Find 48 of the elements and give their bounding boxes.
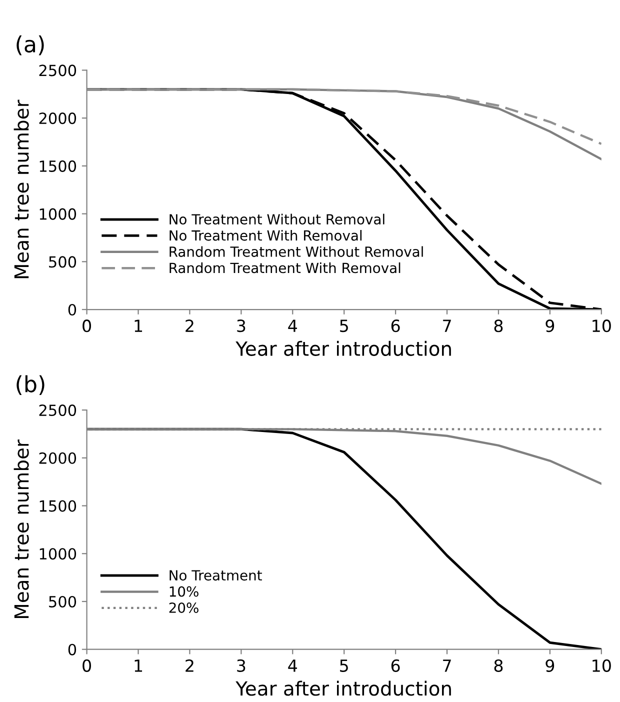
- legend-label: 20%: [169, 602, 198, 614]
- x-tick-label: 2: [186, 320, 194, 332]
- y-tick-label: 0: [68, 304, 76, 316]
- y-tick-label: 500: [49, 596, 76, 608]
- legend-label: No Treatment With Removal: [170, 230, 362, 241]
- chart-title: (b): [16, 375, 44, 396]
- y-tick-label: 1500: [40, 500, 76, 512]
- y-tick-label: 2000: [39, 452, 76, 464]
- x-tick-label: 5: [340, 320, 348, 332]
- chart-title: (a): [16, 35, 44, 56]
- x-tick-label: 10: [592, 320, 611, 332]
- x-tick-label: 0: [82, 320, 91, 332]
- x-tick-label: 3: [237, 659, 246, 672]
- x-tick-label: 8: [494, 659, 503, 672]
- legend-label: Random Treatment Without Removal: [170, 246, 423, 257]
- y-tick-label: 1500: [40, 160, 76, 172]
- x-tick-label: 7: [443, 660, 451, 672]
- x-tick-label: 2: [186, 659, 194, 672]
- y-axis-title: Mean tree number: [14, 440, 29, 618]
- y-tick-label: 0: [68, 644, 76, 656]
- x-tick-label: 1: [134, 320, 142, 332]
- legend-label: No Treatment Without Removal: [170, 214, 384, 225]
- x-tick-label: 8: [494, 320, 503, 332]
- y-tick-label: 500: [49, 256, 76, 268]
- y-axis-title: Mean tree number: [14, 100, 29, 278]
- x-tick-label: 4: [288, 660, 298, 672]
- x-axis-title: Year after introduction: [236, 680, 451, 696]
- y-tick-label: 2500: [39, 404, 76, 416]
- x-tick-label: 4: [288, 320, 298, 332]
- legend-label: 10%: [170, 586, 198, 597]
- legend-label: No Treatment: [170, 570, 262, 581]
- y-tick-label: 2500: [39, 64, 76, 76]
- x-tick-label: 7: [443, 320, 451, 332]
- x-tick-label: 10: [592, 659, 611, 672]
- x-tick-label: 9: [546, 659, 554, 672]
- x-tick-label: 1: [134, 660, 142, 672]
- x-axis-title: Year after introduction: [236, 340, 451, 356]
- x-tick-label: 9: [546, 320, 554, 332]
- y-tick-label: 1000: [40, 548, 76, 560]
- x-tick-label: 0: [82, 659, 91, 672]
- legend-label: Random Treatment With Removal: [170, 262, 400, 274]
- x-tick-label: 6: [391, 659, 400, 672]
- y-tick-label: 1000: [40, 208, 76, 220]
- x-tick-label: 5: [340, 660, 348, 672]
- x-tick-label: 6: [391, 320, 400, 332]
- line-series: [86, 88, 602, 146]
- y-tick-label: 2000: [39, 112, 76, 124]
- x-tick-label: 3: [237, 320, 246, 332]
